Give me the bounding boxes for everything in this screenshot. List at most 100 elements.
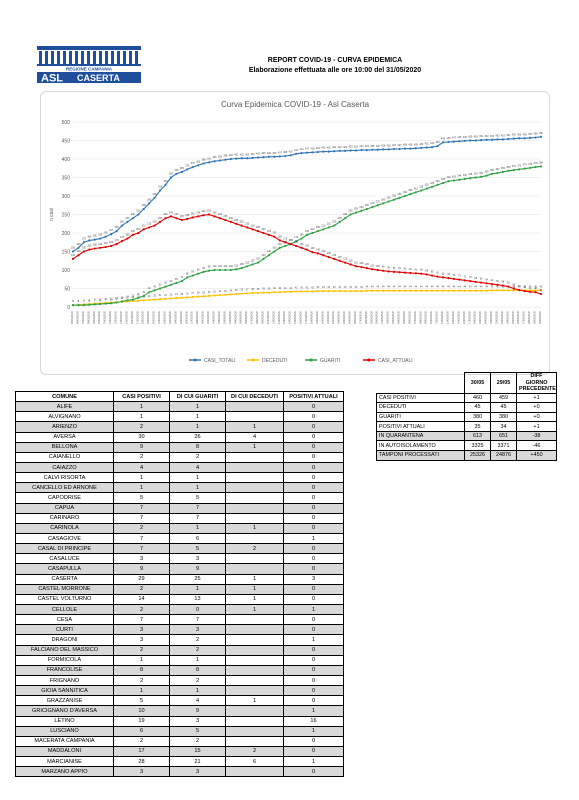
data-point bbox=[474, 280, 477, 283]
summary-row: POSITIVI ATTUALI 35 34 +1 bbox=[376, 421, 557, 432]
x-tick-label: 27/04/2020 bbox=[358, 310, 362, 324]
x-tick-label: 13/04/2020 bbox=[282, 310, 286, 324]
cell-comune: CASAGIOVE bbox=[15, 532, 114, 545]
data-point bbox=[213, 215, 216, 218]
data-label: 365 bbox=[180, 167, 185, 170]
cell-casi-positivi: 10 bbox=[113, 705, 170, 717]
data-label: 200 bbox=[261, 228, 266, 231]
data-label: 44 bbox=[409, 286, 412, 289]
data-label: 220 bbox=[240, 221, 245, 224]
cell-comune: FORMICOLA bbox=[15, 654, 114, 666]
cell-positivi-attuali: 1 bbox=[283, 756, 344, 768]
data-point bbox=[305, 248, 309, 251]
data-point bbox=[333, 224, 336, 227]
summary-cell-label: CASI POSITIVI bbox=[376, 392, 465, 404]
data-label: 448 bbox=[457, 136, 462, 139]
data-label: 108 bbox=[359, 262, 364, 265]
cell-positivi-attuali: 0 bbox=[283, 512, 344, 524]
data-point bbox=[480, 281, 483, 284]
cell-casi-positivi: 28 bbox=[113, 756, 170, 768]
summary-header-blank bbox=[377, 373, 465, 394]
data-label: 420 bbox=[327, 147, 332, 150]
data-point bbox=[316, 230, 319, 233]
data-label: 195 bbox=[305, 230, 310, 233]
data-point bbox=[452, 289, 456, 292]
cell-casi-positivi: 2 bbox=[113, 674, 170, 687]
data-label: 98 bbox=[208, 266, 211, 269]
data-label: 25 bbox=[137, 293, 140, 296]
col-header-comune: COMUNE bbox=[15, 390, 114, 403]
data-label: 405 bbox=[261, 152, 266, 155]
data-label: 372 bbox=[185, 164, 190, 167]
data-point bbox=[246, 265, 249, 268]
data-point bbox=[278, 239, 281, 242]
cell-positivi-attuali: 0 bbox=[283, 664, 344, 676]
cell-deceduti bbox=[225, 563, 284, 575]
data-point bbox=[295, 240, 298, 243]
data-point bbox=[436, 275, 439, 278]
cell-deceduti bbox=[225, 685, 284, 697]
data-label: 414 bbox=[294, 149, 299, 152]
data-point bbox=[218, 217, 222, 220]
data-label: 34 bbox=[229, 289, 232, 292]
data-point bbox=[88, 303, 91, 306]
data-label: 406 bbox=[272, 152, 277, 155]
data-point bbox=[398, 289, 401, 292]
data-label: 429 bbox=[414, 143, 419, 146]
data-label: 406 bbox=[267, 152, 272, 155]
data-label: 110 bbox=[354, 261, 358, 264]
cell-positivi-attuali: 0 bbox=[283, 451, 344, 463]
data-point bbox=[349, 213, 352, 216]
data-label: 30 bbox=[142, 291, 145, 294]
data-label: 410 bbox=[289, 150, 294, 153]
data-point bbox=[137, 296, 140, 299]
data-point bbox=[376, 148, 379, 151]
data-point bbox=[327, 289, 330, 293]
data-point bbox=[218, 294, 222, 297]
cell-guariti: 2 bbox=[169, 674, 226, 687]
summary-header-diff: DIFF GIORNO PRECEDENTE bbox=[516, 372, 557, 394]
data-label: 160 bbox=[300, 243, 305, 246]
data-point bbox=[202, 270, 205, 273]
data-label: 72 bbox=[463, 275, 466, 278]
data-point bbox=[229, 293, 232, 296]
cell-deceduti: 6 bbox=[225, 756, 284, 768]
data-point bbox=[447, 180, 450, 183]
data-point bbox=[387, 270, 390, 273]
cell-deceduti bbox=[225, 472, 284, 484]
table-row: CASERTA 29 25 1 3 bbox=[15, 573, 344, 585]
x-tick-label: 15/05/2020 bbox=[456, 310, 460, 324]
table-row: CAIANELLO 2 2 0 bbox=[15, 451, 344, 463]
cell-positivi-attuali: 3 bbox=[283, 573, 344, 585]
cell-comune: CAIANELLO bbox=[15, 451, 114, 463]
data-label: 55 bbox=[164, 282, 167, 285]
data-label: 16 bbox=[132, 296, 135, 299]
data-point bbox=[251, 156, 254, 159]
x-tick-label: 26/05/2020 bbox=[516, 310, 520, 324]
data-label: 230 bbox=[338, 217, 343, 220]
x-tick-label: 11/05/2020 bbox=[435, 310, 439, 323]
data-label: 43 bbox=[355, 286, 358, 289]
data-point bbox=[349, 263, 352, 266]
data-point bbox=[490, 282, 494, 286]
data-point bbox=[71, 304, 75, 307]
data-label: 362 bbox=[495, 168, 500, 171]
data-point bbox=[284, 244, 287, 248]
x-tick-label: 14/05/2020 bbox=[451, 310, 455, 324]
data-label: 453 bbox=[495, 134, 500, 137]
data-point bbox=[273, 235, 276, 238]
data-label: 150 bbox=[82, 247, 87, 250]
data-point bbox=[480, 139, 483, 142]
data-point bbox=[284, 241, 287, 244]
data-label: 13 bbox=[115, 297, 118, 300]
cell-positivi-attuali: 0 bbox=[283, 421, 344, 433]
data-point bbox=[436, 183, 439, 186]
data-label: 93 bbox=[404, 268, 407, 271]
y-tick-label: 150 bbox=[62, 250, 71, 256]
data-label: 41 bbox=[284, 287, 287, 290]
summary-cell-date1: 45 bbox=[464, 402, 491, 413]
data-label: 265 bbox=[142, 204, 147, 207]
x-tick-label: 01/04/2020 bbox=[217, 310, 221, 324]
data-label: 125 bbox=[338, 256, 343, 259]
data-point bbox=[256, 291, 260, 295]
